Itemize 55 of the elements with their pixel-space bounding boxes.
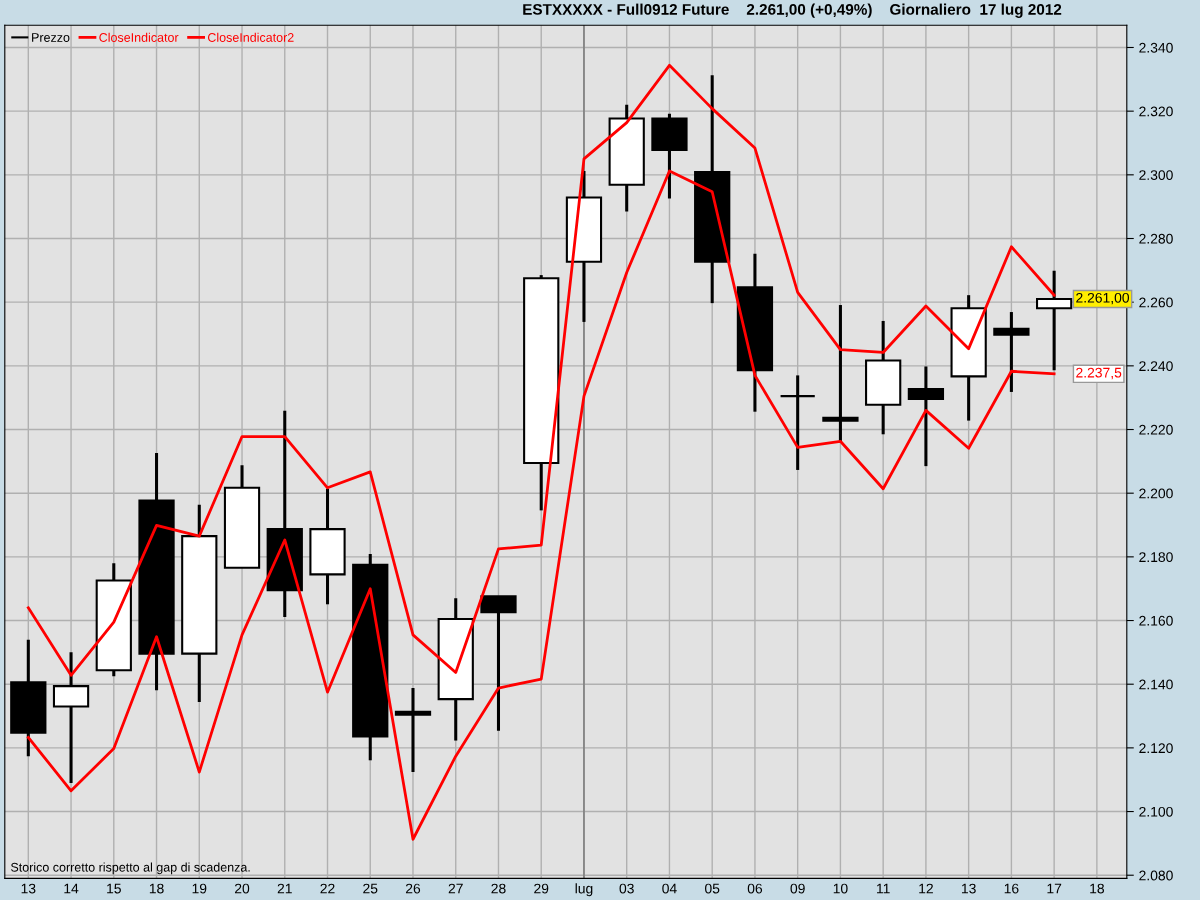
- x-tick-label: 06: [747, 883, 763, 894]
- legend-label: Prezzo: [32, 33, 70, 42]
- x-tick-label: 11: [877, 883, 890, 894]
- x-tick-label: 22: [320, 883, 335, 894]
- y-tick-label: 2.340: [1139, 42, 1173, 53]
- x-tick-label: 04: [662, 883, 677, 894]
- candlestick: [394, 688, 432, 773]
- y-tick-label: 2.180: [1139, 552, 1173, 563]
- x-tick-label: 10: [833, 883, 848, 894]
- candlestick: [822, 305, 859, 443]
- legend-label: CloseIndicator2: [207, 32, 294, 42]
- x-tick-label: 12: [919, 883, 933, 894]
- y-tick-label: 2.220: [1139, 424, 1173, 435]
- candlestick: [1036, 270, 1073, 371]
- x-tick-label: 26: [405, 883, 421, 894]
- y-tick-label: 2.260: [1139, 297, 1173, 308]
- x-tick-label: 05: [705, 883, 720, 894]
- y-tick-label: 2.080: [1139, 870, 1173, 881]
- y-tick-label: 2.120: [1139, 743, 1173, 754]
- x-tick-label: 21: [277, 883, 292, 894]
- annotation: 2.261,00: [1076, 292, 1130, 305]
- candlestick: [993, 312, 1030, 392]
- y-tick-label: 2.100: [1139, 806, 1173, 817]
- x-tick-label: 09: [790, 883, 805, 894]
- annotation: 2.237,5: [1076, 367, 1122, 380]
- annotation: Storico corretto rispetto al gap di scadenza.: [10, 862, 250, 875]
- x-tick-label: 27: [448, 883, 463, 894]
- x-tick-label: 17: [1047, 883, 1062, 894]
- x-tick-label: 15: [107, 883, 121, 894]
- line-series: [26, 169, 1056, 841]
- candlestick: [779, 375, 816, 470]
- x-tick-label: 13: [21, 883, 36, 894]
- chart-title: ESTXXXXX - Full0912 Future 2.261,00 (+0,49%) Giornaliero 17 lug 2012: [523, 3, 1062, 18]
- x-tick-label: 13: [961, 883, 976, 894]
- x-tick-label: 20: [235, 883, 250, 894]
- x-tick-label: 25: [363, 883, 378, 894]
- x-tick-label: 16: [1004, 883, 1019, 894]
- y-tick-label: 2.320: [1139, 106, 1173, 117]
- x-tick-label: lug: [575, 883, 593, 897]
- y-tick-label: 2.300: [1139, 170, 1173, 180]
- x-tick-label: 29: [534, 883, 549, 894]
- legend-label: CloseIndicator: [99, 32, 179, 42]
- x-tick-label: 28: [491, 883, 506, 894]
- y-tick-label: 2.140: [1139, 679, 1173, 690]
- x-tick-label: 03: [619, 883, 634, 894]
- x-tick-label: 18: [1090, 883, 1104, 894]
- y-tick-label: 2.280: [1139, 233, 1173, 244]
- y-tick-label: 2.200: [1139, 488, 1173, 499]
- x-tick-label: 18: [149, 883, 164, 894]
- x-tick-label: 19: [192, 883, 207, 894]
- y-tick-label: 2.240: [1139, 361, 1173, 372]
- x-tick-label: 14: [64, 883, 79, 894]
- line-series: [26, 63, 1056, 677]
- candlestick: [907, 366, 945, 468]
- y-tick-label: 2.160: [1139, 615, 1173, 626]
